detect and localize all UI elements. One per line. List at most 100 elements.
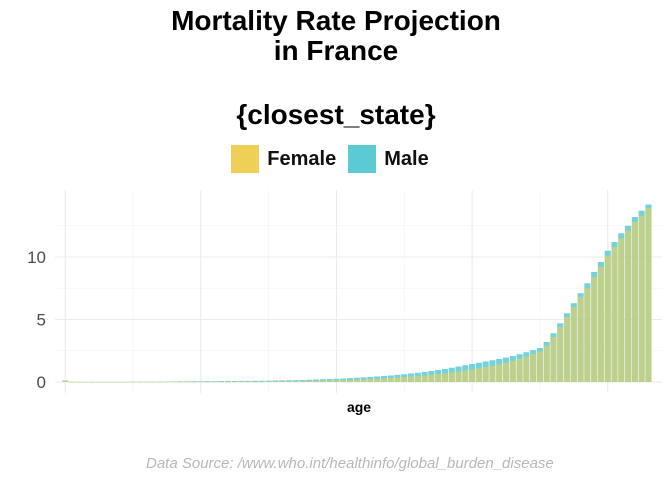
bar-female-29 (258, 381, 265, 383)
bar-female-63 (489, 365, 496, 382)
bar-female-68 (523, 356, 530, 382)
bar-female-17 (177, 381, 184, 383)
bar-female-56 (441, 373, 449, 382)
bar-female-71 (543, 345, 550, 382)
bar-female-42 (346, 379, 354, 382)
bar-male-23 (218, 381, 225, 382)
legend-item-female: Female (231, 145, 342, 173)
bar-female-80 (604, 255, 611, 382)
bar-female-19 (190, 381, 198, 383)
bar-female-54 (428, 374, 435, 382)
bar-female-28 (252, 381, 259, 383)
bar-female-0 (62, 380, 69, 382)
bar-female-82 (618, 238, 625, 382)
bar-female-5 (96, 381, 103, 383)
bar-female-52 (414, 376, 421, 382)
data-source-caption: Data Source: /www.who.int/healthinfo/glo… (146, 455, 554, 472)
bar-female-86 (645, 208, 652, 382)
legend-key-female (231, 145, 260, 173)
legend-item-male: Male (348, 145, 434, 173)
bar-female-64 (496, 364, 503, 382)
legend-label-female: Female (267, 147, 337, 170)
bar-female-76 (577, 297, 584, 382)
bar-female-41 (340, 380, 347, 382)
bar-female-25 (231, 381, 238, 383)
bar-male-26 (238, 380, 245, 382)
bar-female-18 (184, 381, 191, 383)
bar-female-35 (299, 381, 306, 382)
bar-female-51 (408, 376, 415, 382)
legend-label-male: Male (384, 147, 429, 170)
bar-female-50 (401, 377, 408, 382)
bar-female-34 (292, 381, 299, 382)
bar-female-84 (631, 222, 638, 382)
bar-male-25 (231, 381, 238, 382)
bar-male-34 (292, 380, 299, 382)
bar-female-26 (238, 381, 245, 383)
bar-female-10 (129, 381, 137, 383)
y-tick-label-1: 5 (37, 311, 46, 330)
bar-female-30 (265, 381, 272, 383)
bar-male-24 (224, 381, 231, 382)
bar-male-20 (197, 381, 204, 382)
y-tick-label-2: 10 (27, 248, 46, 267)
bar-female-44 (360, 379, 367, 382)
bar-male-22 (211, 381, 218, 382)
bar-male-28 (252, 380, 259, 382)
bar-female-13 (150, 381, 157, 383)
bar-male-21 (204, 381, 211, 382)
bar-female-67 (516, 358, 523, 382)
bar-female-74 (563, 317, 571, 382)
bar-female-14 (157, 381, 164, 383)
y-tick-label-0: 0 (37, 373, 46, 392)
bar-female-21 (204, 381, 211, 383)
bar-male-31 (272, 380, 279, 382)
bar-female-61 (475, 368, 482, 382)
bar-female-15 (163, 381, 170, 383)
bar-female-45 (367, 379, 374, 382)
bar-female-39 (326, 380, 333, 382)
bar-female-72 (550, 337, 557, 382)
bars-female (62, 208, 652, 383)
bar-female-16 (170, 381, 177, 383)
bar-female-55 (435, 374, 442, 382)
bar-female-70 (536, 351, 543, 382)
bar-female-37 (313, 380, 320, 382)
bar-female-75 (570, 307, 577, 382)
bar-male-27 (245, 380, 252, 382)
bar-female-40 (333, 380, 340, 382)
bar-female-23 (218, 381, 225, 383)
bar-female-58 (455, 371, 462, 382)
bar-female-81 (611, 247, 618, 382)
bar-male-30 (265, 380, 272, 382)
legend: Female Male (0, 144, 672, 174)
bar-female-77 (584, 288, 591, 382)
bar-male-33 (285, 380, 293, 382)
bar-male-29 (258, 380, 265, 382)
legend-key-male (348, 145, 377, 173)
bar-female-43 (353, 379, 360, 382)
bar-female-4 (89, 381, 96, 383)
bar-female-38 (319, 380, 326, 382)
bar-female-9 (123, 381, 130, 383)
bar-male-16 (170, 381, 177, 383)
x-axis-label: age (347, 399, 371, 415)
chart-title-line-1: Mortality Rate Projection (171, 5, 501, 36)
bar-female-20 (197, 381, 204, 383)
bar-female-60 (469, 369, 476, 382)
bar-female-48 (387, 377, 394, 382)
chart-title-line-2: in France (273, 35, 399, 66)
bar-female-57 (448, 372, 455, 382)
bar-female-12 (143, 381, 150, 383)
bar-female-73 (557, 327, 564, 382)
bar-male-32 (279, 380, 286, 382)
bar-female-49 (394, 377, 401, 382)
bar-female-78 (591, 277, 598, 382)
bar-female-22 (211, 381, 218, 383)
bar-female-2 (75, 381, 82, 383)
bar-female-53 (421, 375, 428, 382)
bar-female-27 (245, 381, 252, 383)
bar-female-6 (102, 381, 109, 383)
bar-female-47 (380, 378, 387, 382)
bar-female-32 (279, 381, 286, 382)
